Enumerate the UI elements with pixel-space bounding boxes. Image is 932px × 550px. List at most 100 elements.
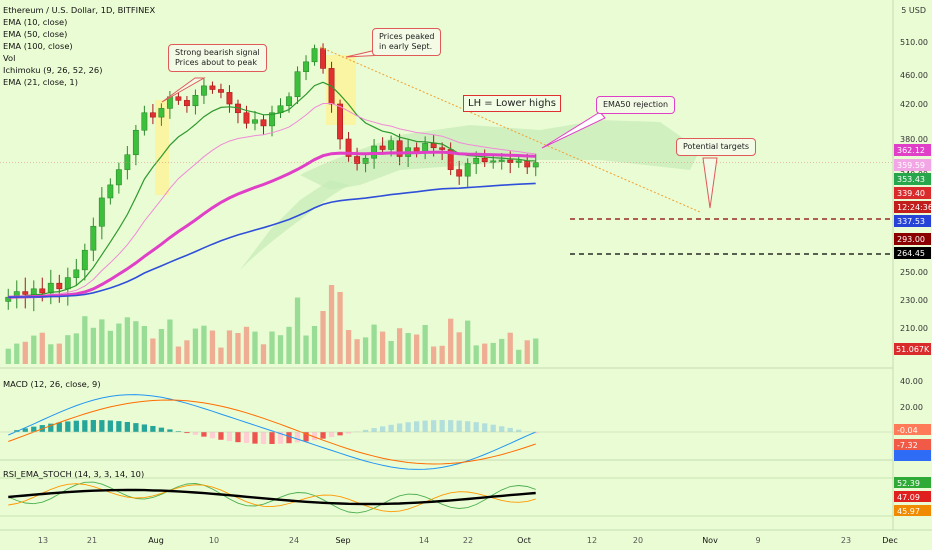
candle-up [286, 96, 292, 107]
y-tick-label: 210.00 [900, 324, 928, 333]
volume-bar [490, 342, 496, 364]
macd-histogram-bar [141, 424, 148, 432]
volume-badge-bg [894, 343, 931, 355]
volume-bar [405, 333, 411, 364]
volume-bar [311, 326, 318, 364]
volume-bar [209, 330, 216, 364]
ema50-line [8, 150, 536, 299]
volume-bar [201, 325, 207, 364]
volume-bar [192, 328, 199, 364]
rsi-stoch-d-line [8, 483, 536, 513]
volume-bar [507, 332, 513, 364]
candle-up [124, 154, 131, 170]
candle-up [47, 282, 54, 294]
macd-badge-bg [894, 450, 931, 461]
candle-up [192, 95, 199, 107]
chart-title: Ethereum / U.S. Dollar, 1D, BITFINEX [3, 5, 156, 15]
volume-bar [277, 335, 284, 364]
price-badge-text: 353.43 [897, 175, 925, 184]
macd-histogram-bar [345, 432, 352, 434]
volume-bar [65, 335, 71, 364]
candle-down [243, 112, 250, 124]
candle-up [141, 112, 148, 131]
macd-histogram-bar [56, 422, 62, 432]
macd-histogram-bar [337, 432, 343, 436]
targets-callout-pointer [702, 157, 718, 209]
price-badge-bg [894, 233, 931, 245]
macd-histogram-bar [201, 432, 207, 437]
x-tick-label: Aug [148, 536, 164, 545]
volume-bar [456, 332, 462, 364]
candle-down [447, 149, 454, 170]
candle-down [481, 157, 488, 163]
rsi-badge-text: 47.09 [897, 493, 920, 502]
volume-bar [82, 316, 88, 364]
macd-histogram-bar [431, 420, 437, 432]
macd-histogram-bar [303, 432, 309, 442]
macd-histogram-bar [133, 423, 139, 432]
volume-bar [379, 331, 386, 364]
x-tick-label: 23 [841, 536, 851, 545]
macd-histogram-bar [328, 432, 335, 438]
x-tick-label: 12 [587, 536, 597, 545]
volume-bar [524, 340, 530, 364]
price-badge-text: 12:24:36 [897, 203, 932, 212]
macd-badge-bg [894, 439, 931, 450]
peak-callout-line2: in early Sept. [379, 42, 433, 51]
macd-histogram-bar [396, 423, 403, 432]
macd-histogram-bar [90, 420, 96, 432]
macd-histogram-bar [209, 432, 216, 439]
volume-bar [422, 325, 428, 364]
candle-up [115, 169, 122, 186]
volume-bar [99, 319, 105, 364]
candle-down [39, 288, 46, 294]
candle-up [362, 157, 369, 164]
x-tick-label: Sep [335, 536, 350, 545]
legend-vol: Vol [3, 53, 16, 63]
volume-bar [439, 345, 445, 364]
x-tick-label: 13 [38, 536, 48, 545]
peak-callout: Prices peaked in early Sept. [372, 28, 442, 56]
rsi-badge-text: 52.39 [897, 479, 920, 488]
price-badge-bg [894, 215, 931, 227]
x-tick-label: 24 [289, 536, 299, 545]
macd-histogram-bar [31, 426, 37, 432]
y-tick-label: 460.00 [900, 71, 928, 80]
lower-highs-label: LH = Lower highs [463, 95, 561, 112]
volume-bar [39, 332, 45, 364]
volume-bar [218, 347, 224, 364]
macd-histogram-bar [48, 423, 54, 432]
macd-histogram-bar [150, 425, 156, 432]
macd-histogram-bar [277, 432, 284, 444]
macd-label: MACD (12, 26, close, 9) [3, 379, 101, 389]
price-badge-text: 337.53 [897, 217, 925, 226]
macd-histogram-bar [388, 424, 394, 432]
x-tick-label: Nov [702, 536, 718, 545]
macd-histogram-bar [22, 428, 28, 432]
candle-down [524, 160, 531, 168]
volume-bar [73, 333, 79, 364]
candle-up [464, 163, 471, 177]
macd-histogram-bar [184, 432, 190, 434]
macd-badge-text: -7.32 [897, 441, 918, 450]
macd-histogram-bar [499, 426, 505, 432]
volume-bar [107, 330, 113, 364]
candle-down [260, 119, 267, 127]
bearish-callout-pointer [161, 77, 206, 103]
signal-highlight-1 [155, 100, 169, 195]
candle-up [422, 143, 429, 153]
candle-up [311, 48, 318, 63]
price-badge-bg [894, 144, 931, 156]
volume-bar [124, 317, 131, 364]
candle-up [30, 288, 37, 295]
macd-histogram-bar [167, 429, 173, 432]
rsi-badge-text: 45.97 [897, 507, 920, 516]
x-tick-label: 22 [463, 536, 473, 545]
macd-histogram-bar [73, 420, 79, 432]
macd-histogram-bar [192, 432, 199, 435]
macd-histogram-bar [439, 420, 445, 432]
legend: Ethereum / U.S. Dollar, 1D, BITFINEX EMA… [3, 4, 155, 88]
volume-bar [362, 337, 369, 364]
macd-histogram-bar [235, 432, 241, 443]
